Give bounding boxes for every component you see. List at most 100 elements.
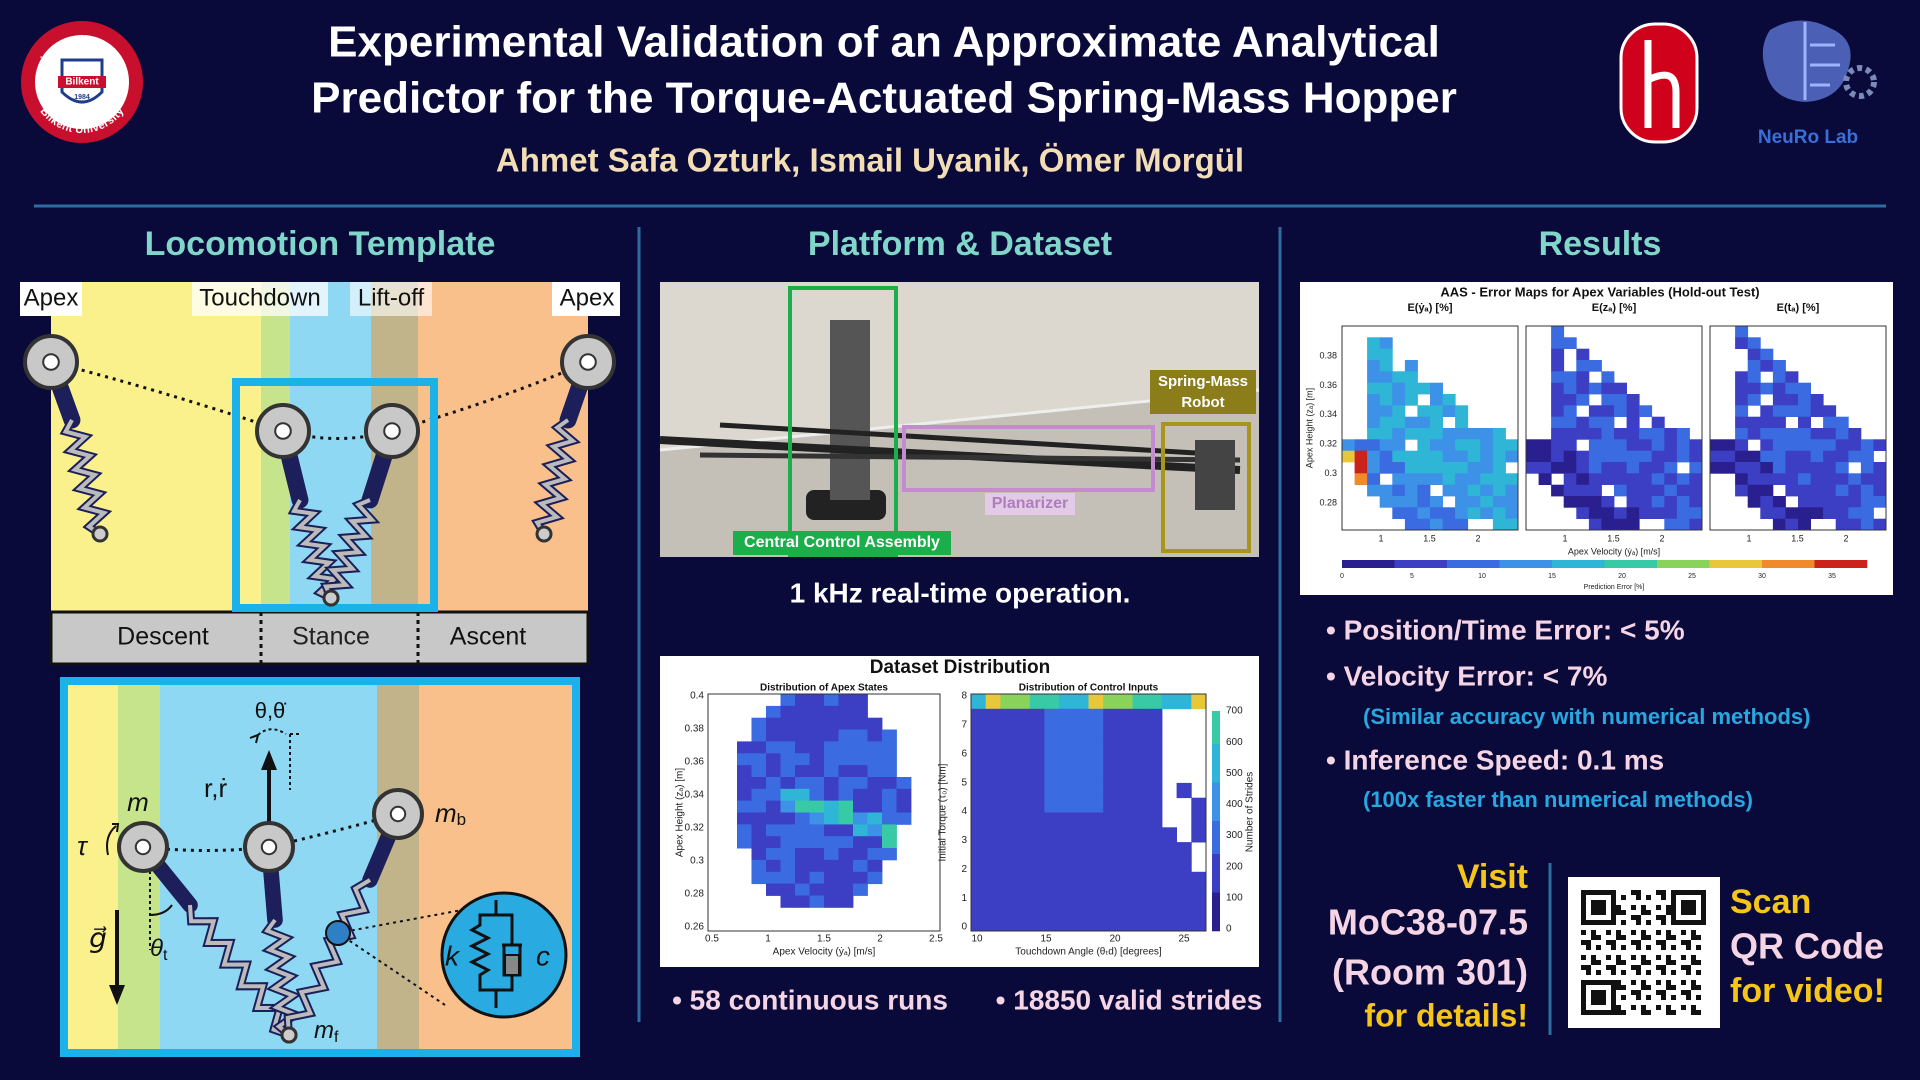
- heatmap-cell: [1379, 450, 1393, 463]
- heatmap-cell: [1059, 797, 1075, 813]
- heatmap-cell: [1601, 507, 1615, 519]
- qr-module: [1631, 930, 1636, 935]
- heatmap-cell: [1785, 405, 1799, 417]
- qr-module: [1611, 940, 1616, 945]
- x-tick-label: 1.5: [1423, 533, 1436, 543]
- colorbar-segment: [1578, 560, 1588, 568]
- heatmap-cell: [971, 694, 987, 710]
- heatmap-cell: [1015, 842, 1031, 858]
- panel-title: E(zₐ) [%]: [1592, 302, 1637, 314]
- heatmap-cell: [985, 738, 1001, 754]
- qr-module: [1661, 895, 1666, 900]
- qr-module: [1606, 980, 1611, 985]
- heatmap-cell: [1103, 856, 1119, 873]
- qr-module: [1601, 910, 1606, 915]
- qr-module: [1611, 1005, 1616, 1010]
- heatmap-cell: [1760, 416, 1774, 429]
- heatmap-cell: [1601, 473, 1615, 485]
- y-tick-label: 5: [961, 777, 967, 788]
- heatmap-cell: [1563, 462, 1577, 474]
- heatmap-cell: [1810, 405, 1824, 417]
- heatmap-cell: [1161, 916, 1177, 932]
- y-axis-label: Apex Height (zₐ) [m]: [675, 768, 686, 858]
- x-tick-label: 2: [1475, 533, 1480, 543]
- section-heading: Locomotion Template: [145, 225, 496, 263]
- heatmap-cell: [882, 848, 897, 861]
- heatmap-cell: [1073, 842, 1089, 858]
- qr-module: [1611, 1010, 1616, 1015]
- heatmap-cell: [1044, 768, 1060, 784]
- heatmap-cell: [1563, 371, 1577, 383]
- heatmap-cell: [1848, 496, 1862, 508]
- qr-module: [1671, 995, 1676, 1000]
- qr-module: [1616, 960, 1621, 965]
- heatmap-cell: [1626, 450, 1640, 463]
- heatmap-cell: [1835, 428, 1849, 440]
- heatmap-cell: [1505, 439, 1519, 451]
- qr-module: [1691, 960, 1696, 965]
- heatmap-cell: [1029, 708, 1045, 724]
- heatmap-cell: [1538, 439, 1552, 451]
- colorbar-segment: [1350, 560, 1360, 568]
- heatmap-cell: [1505, 473, 1519, 485]
- heatmap-cell: [766, 753, 781, 766]
- heatmap-cell: [1379, 371, 1393, 383]
- heatmap-cell: [985, 827, 1001, 843]
- x-tick-label: 1.5: [817, 934, 831, 945]
- heatmap-cell: [1059, 842, 1075, 858]
- heatmap-cell: [985, 812, 1001, 828]
- qr-module: [1611, 1000, 1616, 1005]
- qr-module: [1596, 920, 1601, 925]
- heatmap-cell: [1626, 473, 1640, 485]
- colorbar-segment: [1508, 560, 1518, 568]
- heatmap-cell: [780, 729, 796, 742]
- logo-banner: Bilkent: [65, 77, 99, 88]
- heatmap-cell: [1785, 428, 1799, 440]
- qr-module: [1691, 930, 1696, 935]
- colorbar-segment: [1692, 560, 1701, 568]
- heatmap-cell: [1132, 901, 1148, 917]
- heatmap-cell: [1480, 484, 1494, 497]
- heatmap-cell: [1614, 439, 1627, 451]
- qr-module: [1671, 970, 1676, 975]
- heatmap-cell: [1526, 462, 1539, 474]
- x-tick-label: 15: [1040, 934, 1052, 945]
- heatmap-cell: [985, 782, 1001, 799]
- heatmap-cell: [1088, 871, 1104, 887]
- heatmap-cell: [1747, 337, 1761, 349]
- qr-module: [1616, 905, 1621, 910]
- heatmap-cell: [838, 717, 854, 730]
- heatmap-cell: [882, 741, 897, 754]
- heatmap-cell: [971, 782, 987, 799]
- heatmap-cell: [824, 895, 839, 908]
- heatmap-cell: [809, 836, 825, 849]
- qr-module: [1666, 905, 1671, 910]
- heatmap-cell: [1505, 496, 1519, 508]
- heatmap-cell: [1404, 450, 1418, 463]
- heatmap-cell: [1379, 484, 1393, 497]
- heatmap-cell: [824, 824, 839, 837]
- heatmap-cell: [1467, 496, 1481, 508]
- heatmap-cell: [853, 883, 868, 896]
- colorbar-segment: [1212, 733, 1220, 739]
- heatmap-cell: [1588, 360, 1602, 372]
- heatmap-cell: [766, 824, 781, 837]
- y-tick-label: 0.34: [1319, 409, 1337, 419]
- colorbar-segment: [1525, 560, 1535, 568]
- heatmap-cell: [1000, 723, 1016, 739]
- heatmap-cell: [1823, 450, 1837, 463]
- heatmap-cell: [985, 856, 1001, 873]
- colorbar-segment: [1212, 716, 1220, 723]
- heatmap-cell: [1576, 473, 1590, 485]
- heatmap-cell: [1417, 428, 1431, 440]
- heatmap-cell: [1442, 507, 1456, 519]
- heatmap-cell: [838, 883, 854, 896]
- heatmap-cell: [1103, 901, 1119, 917]
- heatmap-cell: [1747, 416, 1761, 429]
- qr-module: [1671, 985, 1676, 990]
- colorbar-segment: [1212, 920, 1220, 926]
- x-axis-label: Touchdown Angle (θₜd) [degrees]: [1015, 947, 1162, 958]
- symbol-m: m: [127, 787, 149, 817]
- heatmap-cell: [1015, 694, 1031, 710]
- y-tick-label: 0.34: [685, 790, 705, 801]
